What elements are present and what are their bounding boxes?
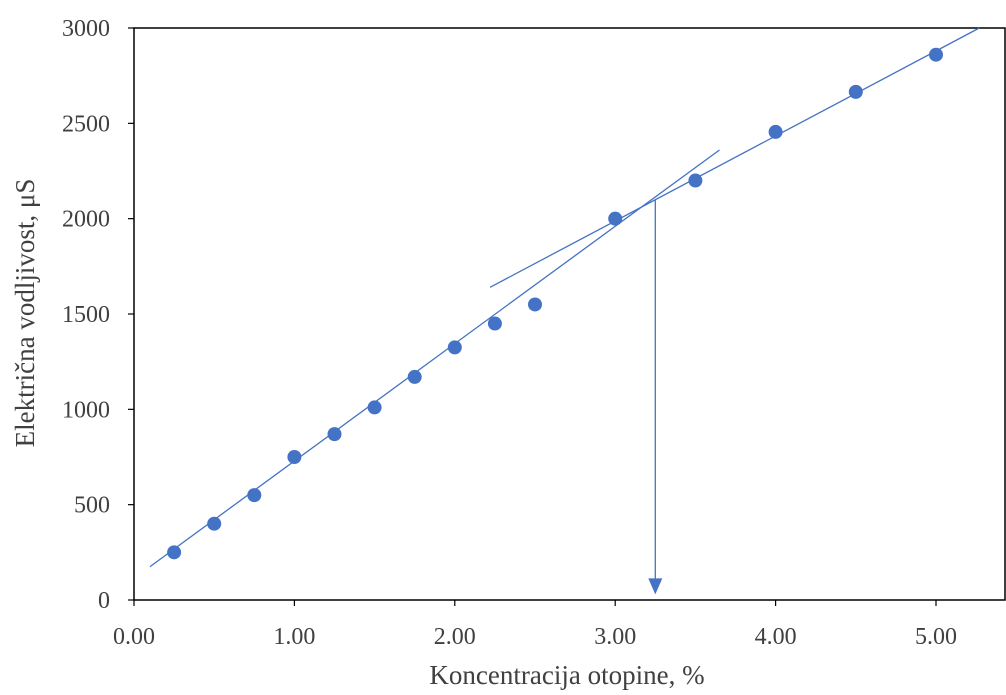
y-tick-label: 500: [74, 493, 110, 519]
trendline: [149, 149, 720, 568]
data-point: [247, 488, 262, 503]
data-point: [327, 427, 342, 442]
x-tick-label: 5.00: [915, 624, 957, 650]
data-point: [929, 47, 943, 62]
y-axis-label: Električna vodljivost, μS: [10, 179, 40, 448]
data-point: [768, 124, 783, 139]
axes: [128, 27, 1006, 606]
y-tick-label: 1500: [62, 302, 110, 328]
data-point: [447, 340, 462, 355]
y-tick-label: 2000: [62, 207, 110, 233]
data-points: [167, 47, 943, 560]
data-point: [407, 369, 422, 384]
x-tick-label: 0.00: [113, 624, 155, 650]
data-point: [207, 516, 222, 531]
data-point: [848, 84, 863, 99]
plot-frame: [133, 27, 1006, 601]
y-tick-label: 2500: [62, 111, 110, 137]
data-point: [608, 211, 623, 226]
data-point: [528, 297, 542, 312]
x-tick-label: 4.00: [755, 624, 797, 650]
data-point: [287, 450, 302, 464]
x-axis-label: Koncentracija otopine, %: [429, 660, 704, 690]
data-point: [367, 400, 382, 415]
y-tick-label: 3000: [62, 16, 110, 42]
arrow-head: [648, 578, 663, 595]
trendlines: [149, 27, 980, 595]
y-tick-label: 0: [98, 588, 110, 614]
trendline: [489, 27, 980, 288]
data-point: [167, 545, 182, 560]
data-point: [688, 173, 703, 188]
x-tick-label: 1.00: [273, 624, 315, 650]
tick-labels: 0.00 1.00 2.00 3.00 4.00 5.00 0 500 1000 1500 2000…: [62, 16, 957, 650]
y-tick-label: 1000: [62, 397, 110, 423]
data-point: [487, 316, 502, 331]
x-tick-label: 3.00: [594, 624, 636, 650]
x-tick-label: 2.00: [434, 624, 476, 650]
